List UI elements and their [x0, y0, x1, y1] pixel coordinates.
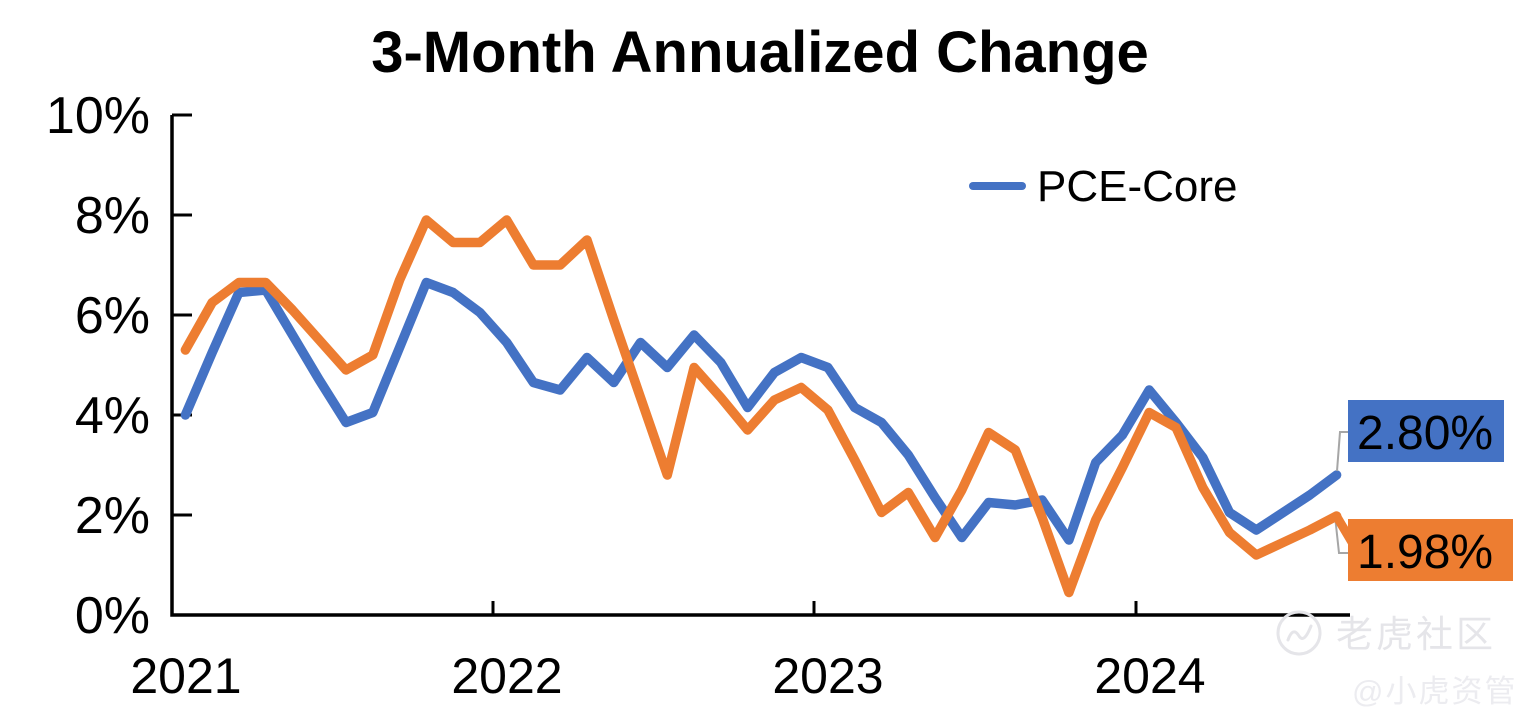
end-label-blue-box [1348, 400, 1504, 462]
chart-title: 3-Month Annualized Change [371, 20, 1149, 85]
y-tick-label-8: 8% [75, 187, 150, 245]
pce-core-line [180, 277, 1342, 545]
watermark: 老虎社区 @小虎资管 [1276, 610, 1517, 709]
y-tick-label-4: 4% [75, 387, 150, 445]
y-axis-ticks [172, 113, 192, 517]
end-label-orange-box [1348, 519, 1513, 581]
plot-series-group [180, 215, 1342, 598]
end-value-label-series2: 1.98% [1348, 519, 1513, 581]
watermark-brand: 老虎社区 [1336, 614, 1496, 655]
y-tick-label-6: 6% [75, 287, 150, 345]
y-tick-label-2: 2% [75, 487, 150, 545]
x-year-label-2022: 2022 [451, 648, 562, 704]
end-label-orange-text: 1.98% [1357, 526, 1493, 579]
series-2-line [180, 215, 1342, 598]
end-value-label-pce-core: 2.80% [1348, 400, 1504, 462]
axis-lines [170, 115, 1350, 617]
legend: PCE-Core [969, 162, 1238, 211]
watermark-handle: @小虎资管 [1352, 674, 1517, 709]
x-axis-ticks [491, 601, 1138, 615]
callout-connector-orange [1334, 515, 1348, 554]
y-tick-label-10: 10% [46, 87, 150, 145]
tiger-logo-icon [1276, 610, 1322, 656]
legend-label-pce-core: PCE-Core [1037, 162, 1238, 211]
y-tick-label-0: 0% [75, 587, 150, 645]
tiger-logo-glyph [1286, 624, 1313, 642]
x-year-label-2021: 2021 [130, 648, 241, 704]
x-year-label-2023: 2023 [772, 648, 883, 704]
callout-connector-blue [1336, 431, 1348, 472]
end-label-blue-text: 2.80% [1357, 407, 1493, 460]
x-year-label-2024: 2024 [1094, 648, 1205, 704]
